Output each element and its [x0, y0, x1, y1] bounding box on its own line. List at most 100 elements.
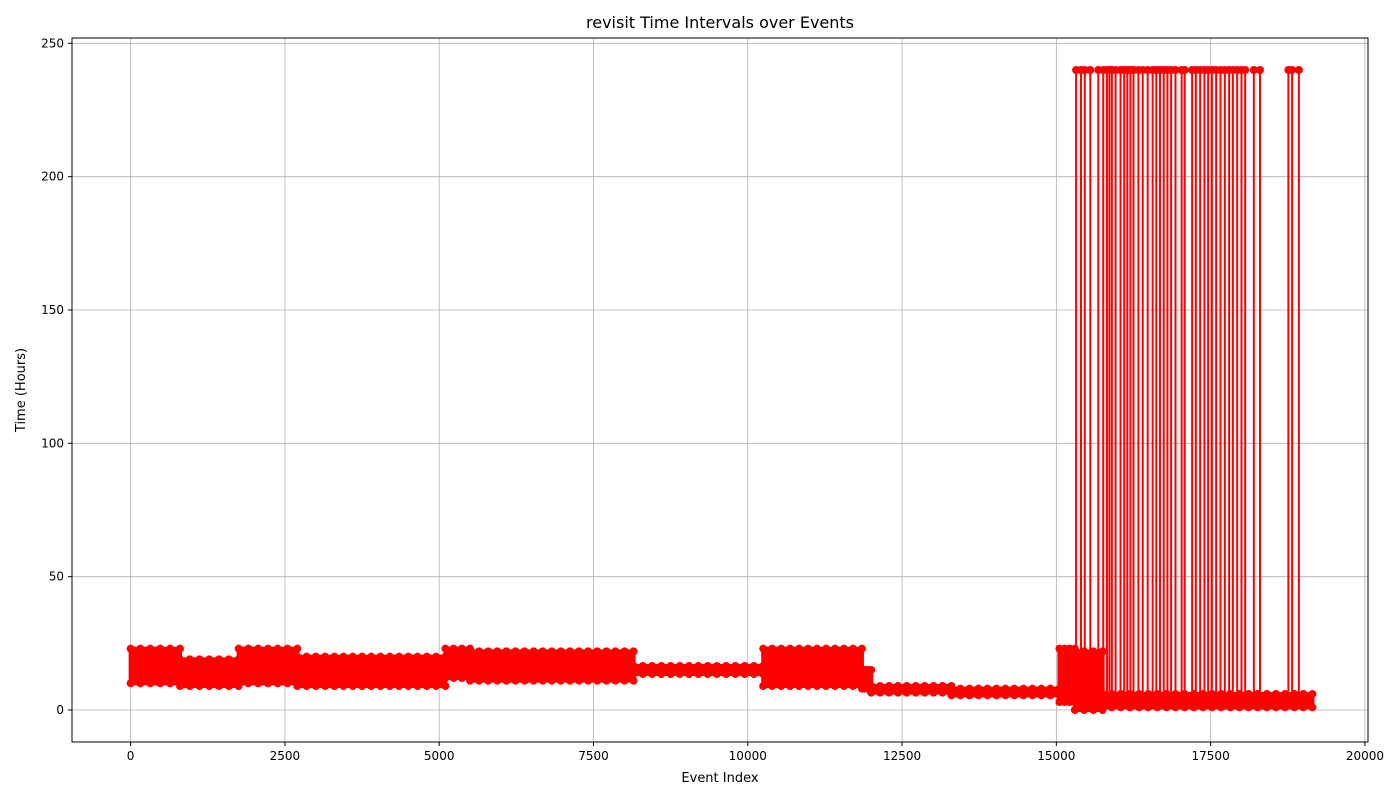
series-point: [965, 684, 974, 693]
series-point: [311, 652, 320, 661]
series-point: [731, 662, 740, 670]
series-point: [938, 682, 947, 690]
series-point: [263, 644, 272, 653]
series-point: [556, 676, 565, 685]
series-point: [902, 688, 911, 697]
series-point: [367, 682, 376, 690]
series-point: [176, 655, 184, 664]
series-point: [493, 676, 502, 685]
series-point: [449, 674, 458, 682]
series-point: [273, 679, 282, 688]
series-point: [885, 682, 894, 690]
series-point: [126, 644, 135, 653]
series-point: [974, 691, 983, 700]
series-point: [1271, 690, 1280, 698]
series-point: [556, 647, 565, 656]
series-point: [1281, 690, 1290, 698]
series-point: [1262, 703, 1271, 712]
series-point: [205, 682, 214, 690]
series-point: [685, 662, 694, 670]
series-point: [511, 647, 520, 656]
series-point: [1001, 691, 1010, 700]
series-point: [234, 644, 243, 653]
series-point: [1308, 703, 1317, 712]
series-point: [449, 644, 458, 653]
x-tick-label: 7500: [578, 749, 609, 763]
series-point: [1244, 690, 1253, 698]
series-point: [867, 688, 876, 697]
series-point: [273, 644, 282, 653]
series-point: [176, 644, 184, 653]
series-point: [376, 652, 385, 661]
series-point: [254, 679, 263, 688]
y-tick-label: 50: [49, 570, 64, 584]
series-point: [822, 644, 831, 653]
series-point: [136, 644, 145, 653]
series-point: [195, 682, 204, 690]
series-point: [385, 652, 394, 661]
series-point: [956, 684, 965, 693]
y-axis-label: Time (Hours): [14, 348, 29, 433]
series-point: [195, 655, 204, 664]
series-point: [638, 670, 647, 678]
series-point: [983, 691, 992, 700]
x-tick-label: 15000: [1037, 749, 1075, 763]
series-point: [929, 682, 938, 690]
series-point: [795, 644, 804, 653]
series-point: [1046, 691, 1055, 700]
series-point: [234, 679, 243, 688]
series-point: [358, 682, 367, 690]
x-tick-label: 12500: [883, 749, 921, 763]
y-tick-label: 100: [41, 436, 64, 450]
spike-base-point: [1080, 698, 1089, 706]
series-point: [1070, 647, 1079, 656]
series-point: [529, 676, 538, 685]
series-point: [983, 684, 992, 693]
series-point: [224, 655, 233, 664]
series-point: [146, 644, 155, 653]
series-point: [156, 679, 165, 688]
series-point: [956, 691, 965, 700]
series-point: [813, 644, 822, 653]
series-point: [520, 676, 529, 685]
series-point: [911, 688, 920, 697]
series-point: [413, 682, 422, 690]
series-point: [629, 647, 638, 656]
series-point: [538, 647, 547, 656]
series-point: [502, 647, 511, 656]
series-point: [768, 682, 777, 690]
series-point: [911, 682, 920, 690]
series-point: [786, 644, 795, 653]
series-point: [675, 670, 684, 678]
series-point: [759, 682, 768, 690]
spike-base-point: [1256, 698, 1264, 706]
series-point: [1089, 647, 1098, 656]
series-point: [703, 662, 712, 670]
series-point: [666, 670, 675, 678]
series-point: [620, 647, 629, 656]
series-point: [385, 682, 394, 690]
spike-base-point: [1086, 698, 1095, 706]
series-point: [348, 652, 357, 661]
spike-point: [1294, 66, 1303, 74]
series-point: [947, 691, 956, 700]
series-point: [547, 647, 556, 656]
series-point: [205, 655, 214, 664]
series-point: [302, 682, 311, 690]
series-point: [777, 644, 786, 653]
series-point: [1028, 684, 1037, 693]
series-point: [848, 682, 857, 690]
spike-point: [1249, 66, 1258, 74]
series-point: [263, 679, 272, 688]
series-point: [376, 682, 385, 690]
series-point: [575, 676, 584, 685]
series-point: [893, 688, 902, 697]
data-series: [126, 66, 1317, 714]
y-tick-label: 0: [56, 703, 64, 717]
series-point: [703, 670, 712, 678]
series-point: [712, 670, 721, 678]
series-point: [629, 676, 638, 685]
series-point: [215, 655, 224, 664]
y-tick-label: 250: [41, 36, 64, 50]
series-point: [457, 674, 466, 682]
